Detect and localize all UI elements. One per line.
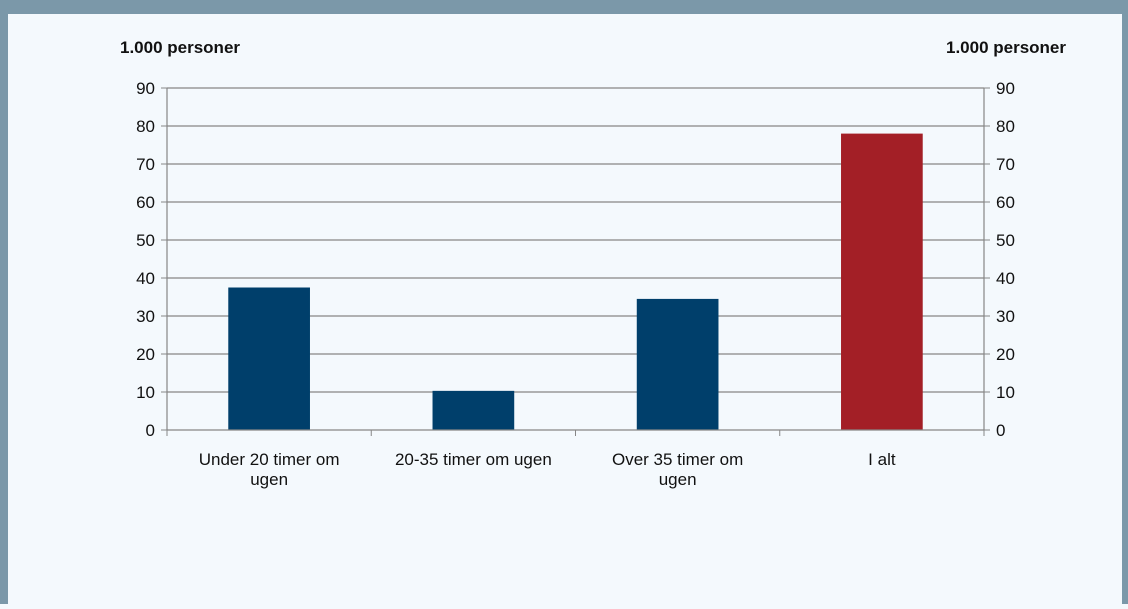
y-tick-label-right: 60 — [996, 193, 1015, 212]
y-tick-label-left: 70 — [136, 155, 155, 174]
y-tick-label-left: 40 — [136, 269, 155, 288]
y-tick-label-left: 50 — [136, 231, 155, 250]
y-tick-label-right: 20 — [996, 345, 1015, 364]
y-tick-label-right: 70 — [996, 155, 1015, 174]
chart-area: 1.000 personer 1.000 personer 0 0 10 10 20 20… — [8, 14, 1122, 604]
x-category-label: ugen — [250, 470, 288, 489]
y-tick-label-left: 10 — [136, 383, 155, 402]
x-category-label: Over 35 timer om — [612, 450, 743, 469]
x-category-label: Under 20 timer om — [199, 450, 340, 469]
x-category-label: I alt — [868, 450, 896, 469]
x-category-label: 20-35 timer om ugen — [395, 450, 552, 469]
y-tick-label-left: 20 — [136, 345, 155, 364]
bar-chart: 1.000 personer 1.000 personer 0 0 10 10 20 20… — [120, 38, 1066, 489]
bar — [841, 133, 923, 430]
bar — [228, 287, 310, 430]
y-tick-label-left: 90 — [136, 79, 155, 98]
y-tick-label-right: 10 — [996, 383, 1015, 402]
y-tick-label-left: 30 — [136, 307, 155, 326]
y-tick-label-right: 80 — [996, 117, 1015, 136]
left-border — [0, 14, 8, 604]
y-tick-label-right: 90 — [996, 79, 1015, 98]
y-tick-label-right: 50 — [996, 231, 1015, 250]
y-tick-label-left: 0 — [146, 421, 155, 440]
bar — [636, 298, 719, 430]
y-tick-label-left: 80 — [136, 117, 155, 136]
left-axis-unit-label: 1.000 personer — [120, 38, 240, 57]
right-border — [1122, 14, 1128, 604]
y-tick-label-right: 0 — [996, 421, 1005, 440]
header-strip — [0, 0, 1128, 14]
x-category-label: ugen — [659, 470, 697, 489]
y-tick-label-left: 60 — [136, 193, 155, 212]
bar — [432, 390, 515, 430]
y-tick-label-right: 40 — [996, 269, 1015, 288]
y-tick-label-right: 30 — [996, 307, 1015, 326]
right-axis-unit-label: 1.000 personer — [946, 38, 1066, 57]
